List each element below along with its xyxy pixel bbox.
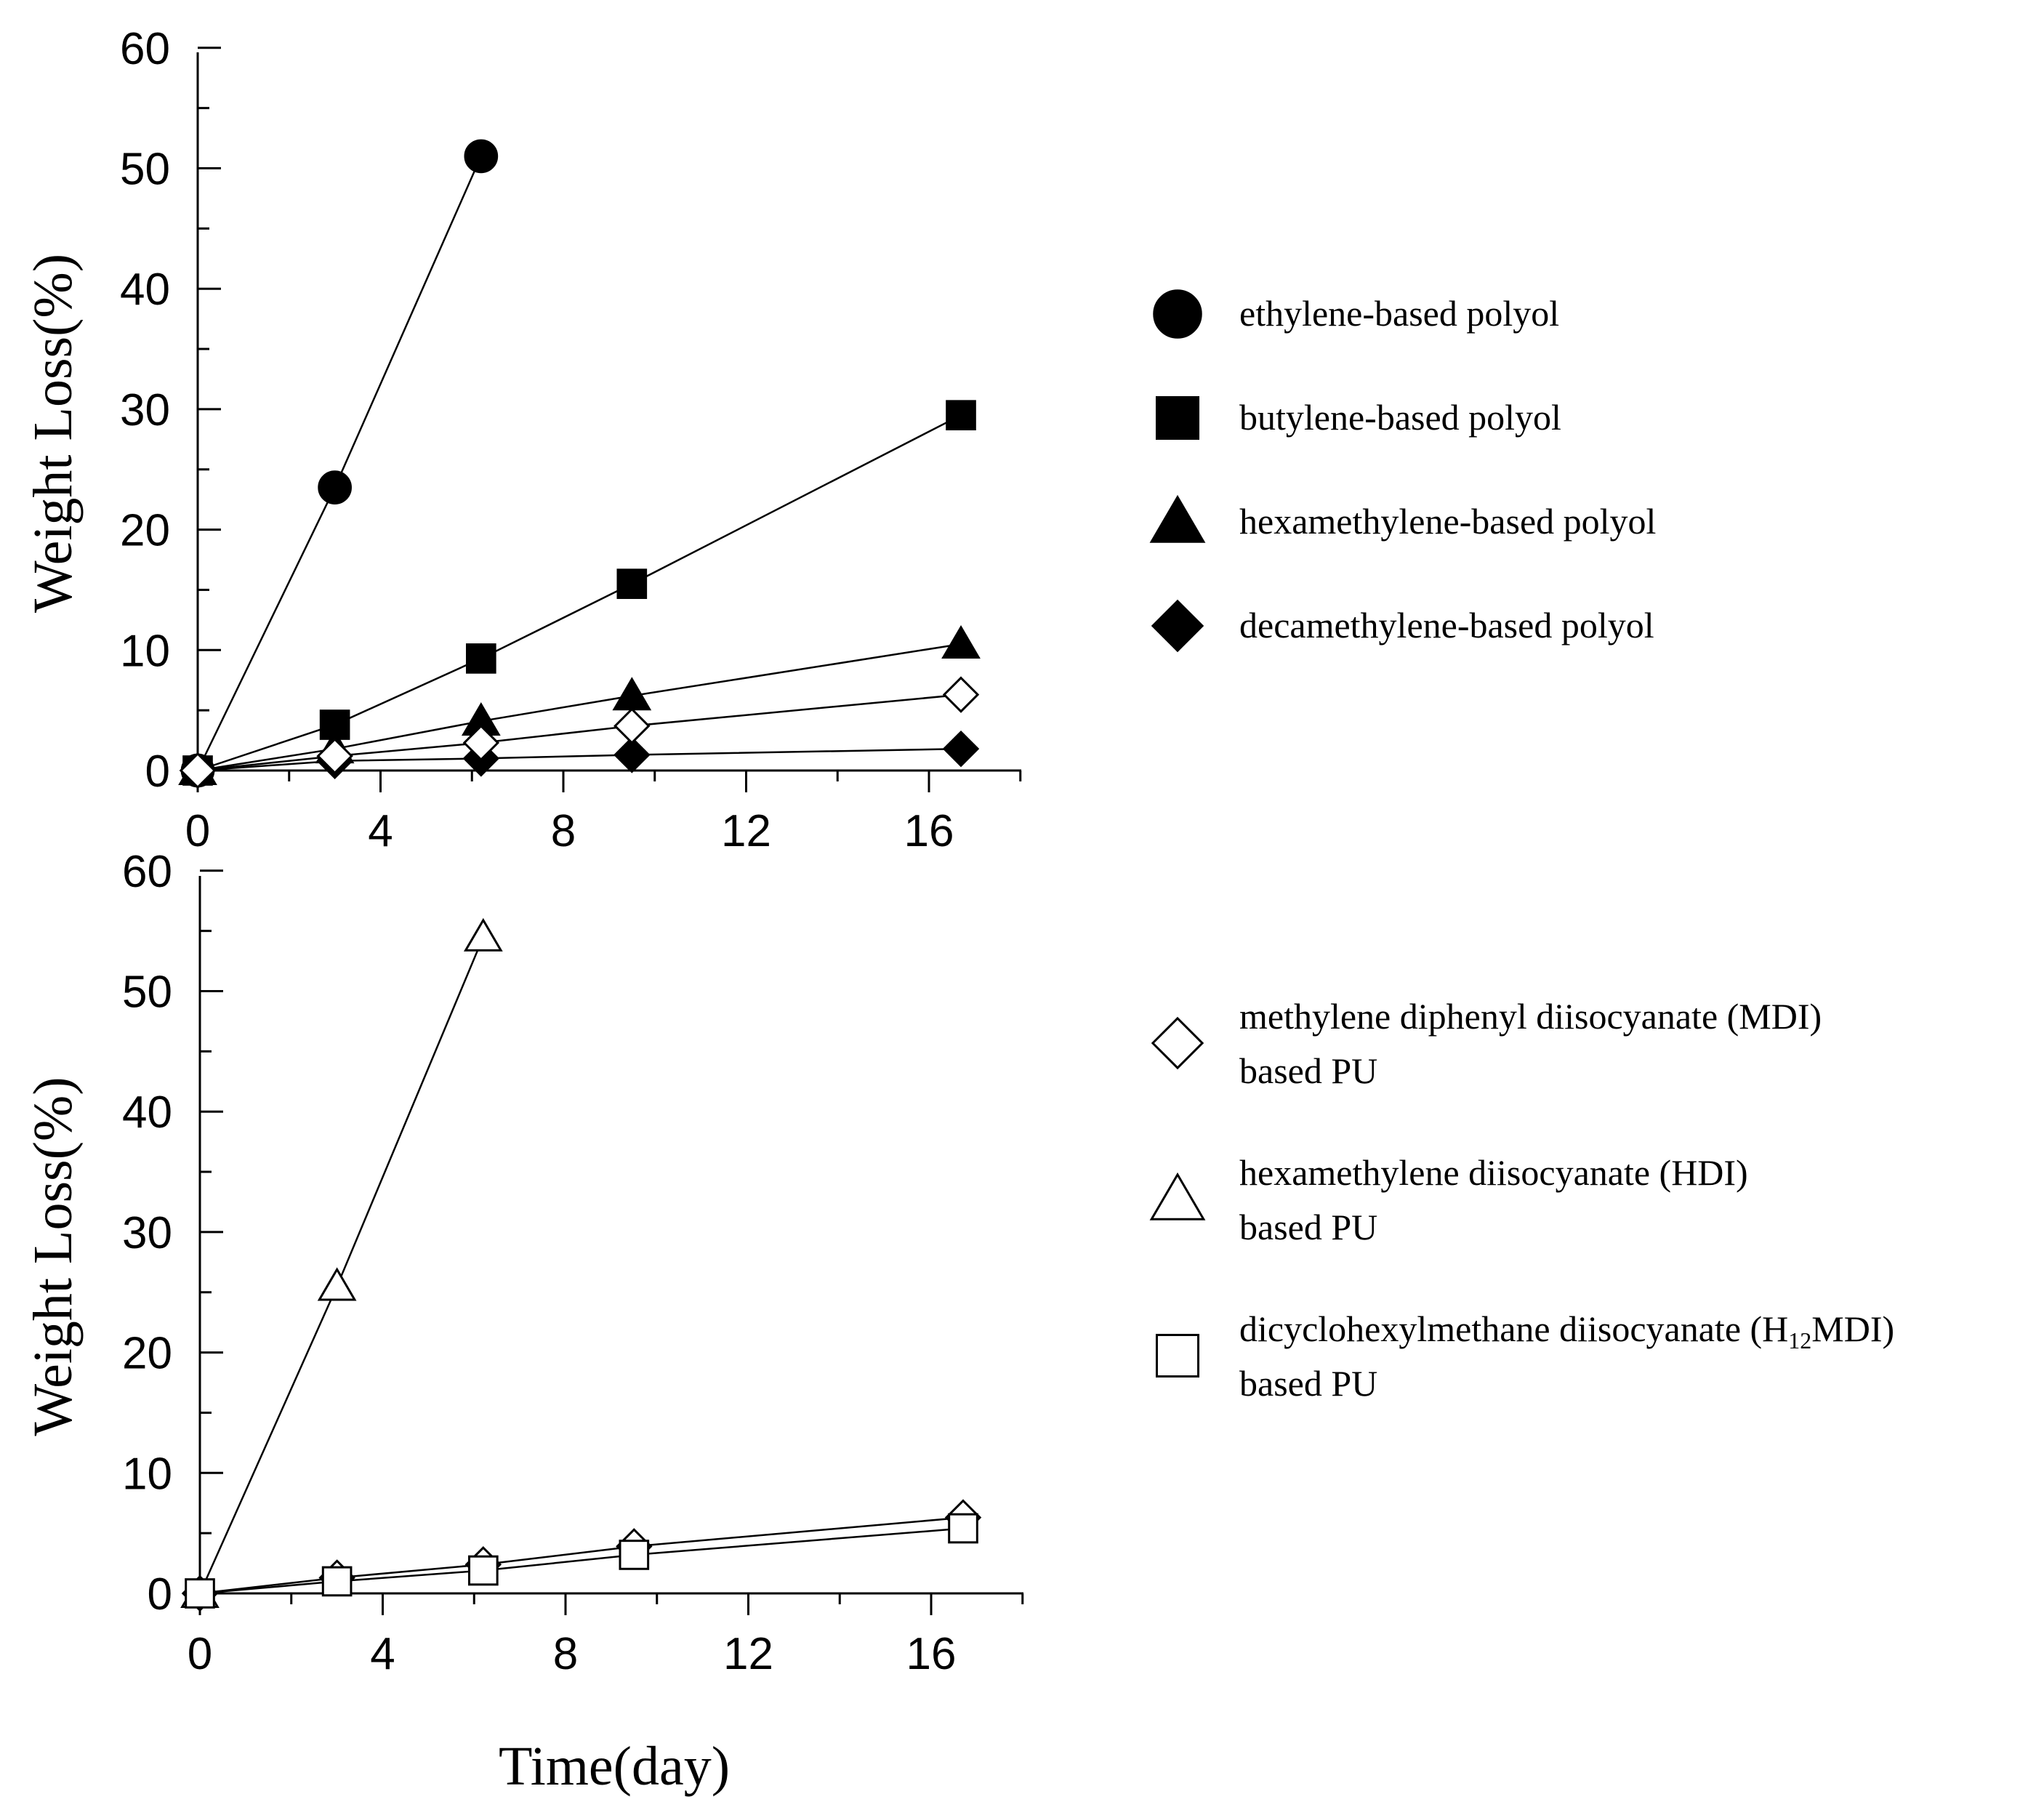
- y-tick-label: 60: [122, 847, 172, 897]
- y-axis-title: Weight Loss(%): [23, 254, 84, 613]
- series-line: [197, 414, 962, 772]
- legend-marker: [1155, 1333, 1200, 1378]
- x-axis-title: Time(day): [499, 1736, 730, 1797]
- data-point: [942, 730, 980, 768]
- y-tick-label: 10: [122, 1449, 172, 1499]
- data-point: [941, 624, 981, 659]
- x-tick-label: 8: [553, 1629, 578, 1679]
- x-tick-label: 0: [185, 806, 210, 856]
- legend-label: hexamethylene-based polyol: [1239, 501, 1656, 542]
- y-tick-label: 0: [148, 1569, 172, 1620]
- y-tick-label: 20: [120, 506, 170, 556]
- data-point: [619, 1540, 650, 1570]
- data-point: [613, 736, 651, 773]
- y-tick-label: 30: [122, 1208, 172, 1258]
- y-tick-label: 60: [120, 24, 170, 74]
- legend-label: dicyclohexylmethane diisocyanate (H12MDI…: [1239, 1308, 1894, 1354]
- top-chart-panel: 0 10 20 30 40 50 60 0 4 8 12 16 Weight Loss(%): [23, 24, 1022, 856]
- x-tick-label: 8: [551, 806, 576, 856]
- y-tick-label: 30: [120, 385, 170, 435]
- data-point: [321, 1566, 353, 1597]
- legend-marker: [1155, 395, 1200, 441]
- data-point: [942, 676, 980, 713]
- data-point: [317, 1267, 357, 1301]
- y-tick-label: 40: [122, 1087, 172, 1138]
- x-tick-label: 4: [368, 806, 393, 856]
- legend-label-line2: based PU: [1239, 1363, 1377, 1404]
- data-point: [464, 139, 499, 174]
- data-point: [616, 568, 648, 599]
- data-point: [468, 1555, 499, 1586]
- legend-marker: [1151, 1016, 1204, 1070]
- legend-label-line2: based PU: [1239, 1207, 1377, 1247]
- bottom-legend: methylene diphenyl diisocyanate (MDI) bas…: [1149, 996, 1894, 1404]
- data-point: [613, 707, 651, 744]
- x-tick-label: 4: [370, 1629, 395, 1679]
- legend-marker: [1149, 1172, 1206, 1220]
- legend-marker: [1149, 494, 1206, 543]
- series-line: [198, 936, 484, 1594]
- legend-label: butylene-based polyol: [1239, 397, 1561, 438]
- legend-label: hexamethylene diisocyanate (HDI): [1239, 1152, 1748, 1193]
- legend-marker: [1151, 599, 1204, 653]
- top-legend: ethylene-based polyol butylene-based poly…: [1149, 289, 1656, 653]
- data-point: [318, 470, 352, 504]
- data-point: [466, 643, 496, 674]
- data-point: [185, 1578, 215, 1609]
- x-tick-label: 16: [906, 1629, 957, 1679]
- data-point: [462, 724, 500, 762]
- data-point: [316, 737, 353, 775]
- series-line: [199, 1516, 964, 1595]
- data-point: [463, 917, 503, 952]
- x-tick-label: 16: [904, 806, 954, 856]
- x-tick-label: 12: [721, 806, 771, 856]
- data-point: [948, 1513, 978, 1544]
- bottom-chart-panel: 0 10 20 30 40 50 60 0 4 8 12 16 Weight Loss(%) Time(d…: [23, 847, 1024, 1797]
- y-tick-label: 10: [120, 626, 170, 676]
- y-tick-label: 50: [120, 145, 170, 195]
- legend-label: ethylene-based polyol: [1239, 293, 1559, 334]
- data-point: [946, 400, 976, 431]
- y-tick-label: 0: [145, 747, 170, 797]
- y-tick-label: 50: [122, 968, 172, 1018]
- legend-label: methylene diphenyl diisocyanate (MDI): [1239, 996, 1822, 1037]
- legend-label-line2: based PU: [1239, 1050, 1377, 1091]
- y-axis-title: Weight Loss(%): [23, 1077, 84, 1436]
- legend-label: decamethylene-based polyol: [1239, 605, 1654, 645]
- legend-marker: [1153, 289, 1202, 339]
- data-point: [179, 752, 217, 789]
- x-tick-label: 12: [723, 1629, 773, 1679]
- y-tick-label: 20: [122, 1329, 172, 1379]
- y-tick-label: 40: [120, 265, 170, 315]
- series-line: [199, 1527, 964, 1595]
- x-tick-label: 0: [188, 1629, 212, 1679]
